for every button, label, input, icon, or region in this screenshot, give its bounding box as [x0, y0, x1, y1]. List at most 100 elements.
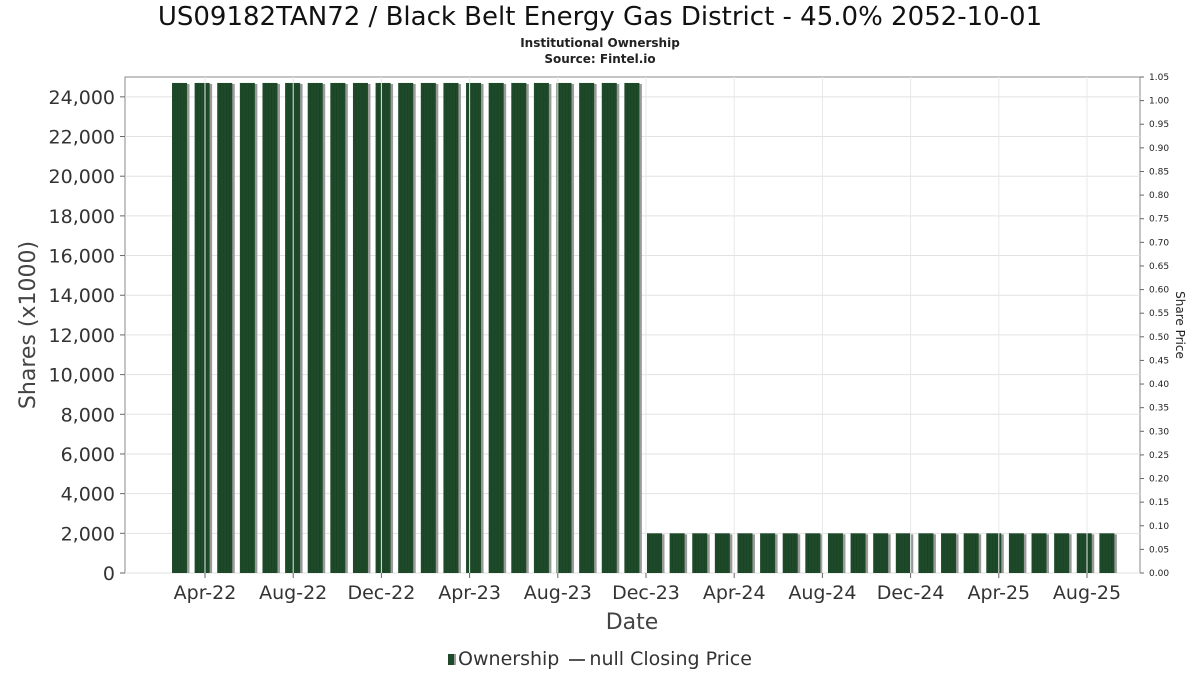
- y-tick-label: 18,000: [49, 206, 115, 228]
- y2-tick-label: 0.85: [1149, 167, 1169, 177]
- y2-tick-label: 0.10: [1149, 522, 1169, 532]
- x-tick-label: Dec-24: [877, 582, 945, 604]
- y-tick-label: 16,000: [49, 246, 115, 268]
- y2-tick-label: 0.90: [1149, 144, 1169, 154]
- y2-tick-label: 0.95: [1149, 120, 1169, 130]
- ownership-bar: [194, 82, 210, 574]
- ownership-bar: [285, 82, 301, 574]
- ownership-bar: [533, 82, 549, 574]
- y-tick-label: 6,000: [61, 444, 115, 466]
- ownership-bar: [1031, 533, 1047, 573]
- y-tick-label: 24,000: [49, 87, 115, 109]
- y2-tick-label: 0.05: [1149, 545, 1169, 555]
- chart-source: Source: Fintel.io: [544, 52, 656, 66]
- ownership-bar: [239, 82, 255, 574]
- closing-price-legend-swatch: [569, 658, 586, 661]
- ownership-bar: [1008, 533, 1024, 573]
- y2-tick-label: 0.65: [1149, 262, 1169, 272]
- y2-tick-label: 0.25: [1149, 451, 1169, 461]
- ownership-bar: [579, 82, 595, 574]
- y2-tick-label: 0.35: [1149, 404, 1169, 414]
- ownership-bar: [330, 82, 346, 574]
- ownership-bar: [1076, 533, 1092, 573]
- ownership-bar: [601, 82, 617, 574]
- ownership-bar: [375, 82, 391, 574]
- y2-tick-label: 0.70: [1149, 238, 1169, 248]
- x-axis-label: Date: [606, 610, 659, 635]
- x-tick-label: Apr-24: [703, 582, 766, 604]
- chart-title: US09182TAN72 / Black Belt Energy Gas Dis…: [157, 2, 1043, 32]
- ownership-bar: [963, 533, 979, 573]
- ownership-bar: [760, 533, 776, 573]
- y-tick-label: 2,000: [61, 523, 115, 545]
- y-tick-label: 22,000: [49, 127, 115, 149]
- ownership-bar: [737, 533, 753, 573]
- y2-tick-label: 0.00: [1149, 569, 1169, 579]
- x-tick-label: Dec-22: [347, 582, 415, 604]
- ownership-bar: [466, 82, 482, 574]
- legend-closing-price-label: null Closing Price: [589, 648, 752, 670]
- y-tick-label: 12,000: [49, 325, 115, 347]
- ownership-bar: [782, 533, 798, 573]
- ownership-bar: [262, 82, 278, 574]
- y2-tick-label: 0.30: [1149, 427, 1169, 437]
- ownership-bar: [420, 82, 436, 574]
- y-tick-label: 14,000: [49, 285, 115, 307]
- x-tick-label: Dec-23: [612, 582, 680, 604]
- chart-subtitle: Institutional Ownership: [520, 36, 680, 50]
- ownership-bar: [805, 533, 821, 573]
- legend: Ownership null Closing Price: [0, 648, 1200, 670]
- ownership-bar: [895, 533, 911, 573]
- x-tick-label: Aug-25: [1053, 582, 1121, 604]
- ownership-bar: [873, 533, 889, 573]
- ownership-bar: [172, 82, 187, 574]
- y2-tick-label: 0.60: [1149, 286, 1169, 296]
- x-tick-label: Apr-25: [967, 582, 1030, 604]
- ownership-bar: [941, 533, 957, 573]
- y2-tick-label: 0.55: [1149, 309, 1169, 319]
- y-tick-label: 0: [103, 563, 115, 585]
- y2-tick-label: 0.15: [1149, 498, 1169, 508]
- ownership-bar: [443, 82, 459, 574]
- x-tick-label: Apr-22: [174, 582, 237, 604]
- x-tick-label: Aug-22: [259, 582, 327, 604]
- y2-tick-label: 0.80: [1149, 191, 1169, 201]
- y-tick-label: 8,000: [61, 404, 115, 426]
- ownership-bar: [511, 82, 527, 574]
- y2-tick-label: 0.50: [1149, 333, 1169, 343]
- x-tick-label: Aug-23: [524, 582, 592, 604]
- ownership-bar: [624, 82, 640, 574]
- ownership-bar: [217, 82, 233, 574]
- x-tick-label: Aug-24: [788, 582, 856, 604]
- y2-tick-label: 0.75: [1149, 215, 1169, 225]
- ownership-bar: [669, 533, 685, 573]
- y2-axis-label: Share Price: [1173, 291, 1187, 359]
- ownership-bar: [918, 533, 934, 573]
- ownership-legend-swatch: [448, 654, 457, 665]
- y-tick-label: 4,000: [61, 484, 115, 506]
- ownership-bar: [986, 533, 1002, 573]
- y2-tick-label: 0.20: [1149, 475, 1169, 485]
- ownership-bar: [398, 82, 414, 574]
- y2-tick-label: 0.40: [1149, 380, 1169, 390]
- ownership-bar: [647, 533, 662, 573]
- ownership-bar: [827, 533, 843, 573]
- ownership-bar: [556, 82, 572, 574]
- ownership-bar: [1099, 533, 1115, 573]
- y-tick-label: 10,000: [49, 365, 115, 387]
- y-axis-label: Shares (x1000): [16, 241, 41, 409]
- x-tick-label: Apr-23: [438, 582, 501, 604]
- ownership-bar: [307, 82, 323, 574]
- y2-tick-label: 0.45: [1149, 356, 1169, 366]
- ownership-bar: [352, 82, 368, 574]
- ownership-bar: [1054, 533, 1070, 573]
- ownership-bar: [692, 533, 708, 573]
- y2-tick-label: 1.00: [1149, 97, 1169, 107]
- ownership-bar: [850, 533, 866, 573]
- y-tick-label: 20,000: [49, 166, 115, 188]
- ownership-bar: [714, 533, 730, 573]
- ownership-bar: [488, 82, 504, 574]
- y2-tick-label: 1.05: [1149, 73, 1169, 83]
- legend-ownership-label: Ownership: [458, 648, 560, 670]
